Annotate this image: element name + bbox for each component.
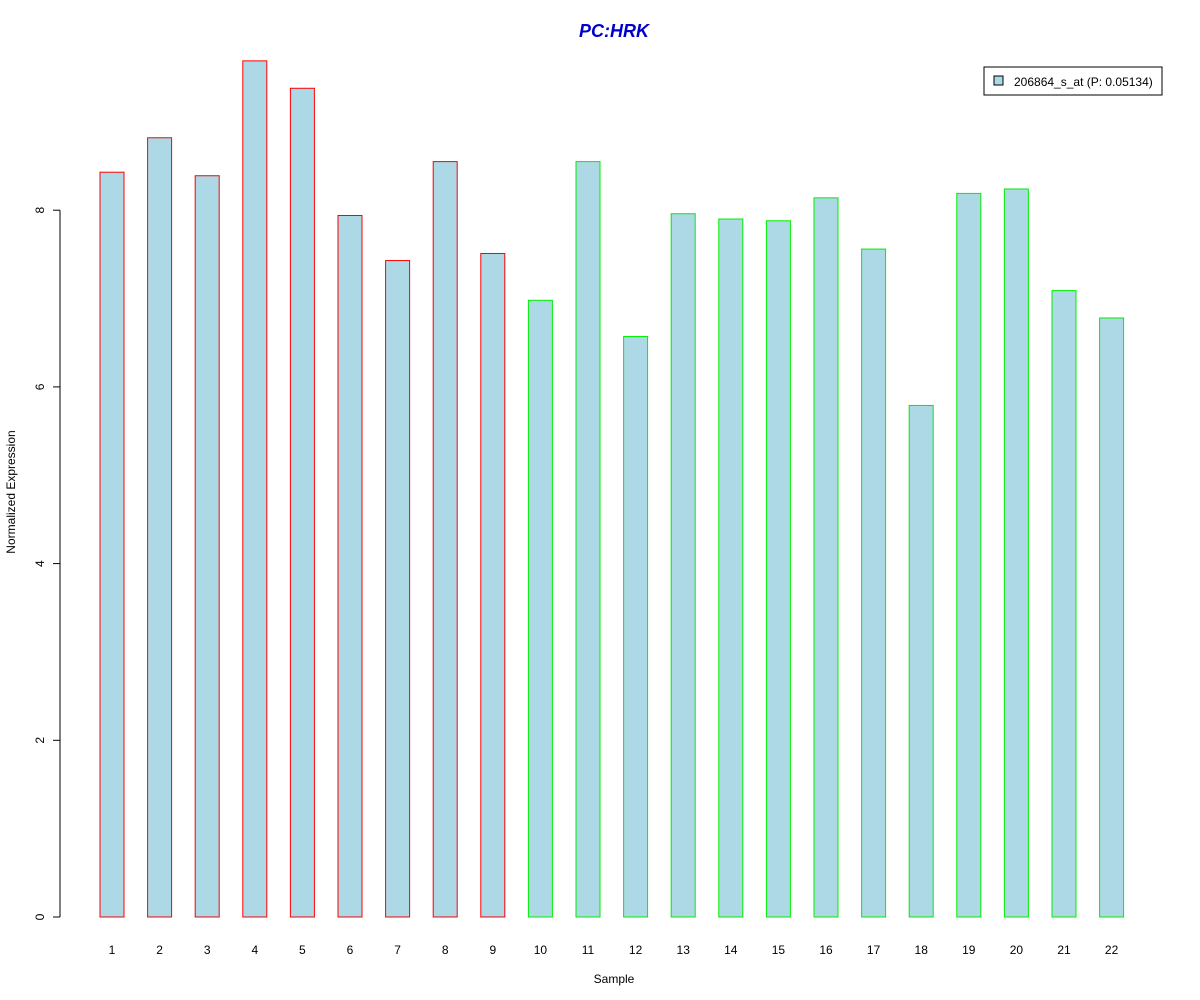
legend: 206864_s_at (P: 0.05134) [983,66,1163,96]
y-tick-label: 4 [33,560,47,567]
bar-sample-22 [1099,317,1125,918]
bar-sample-18 [908,404,934,918]
x-tick-label: 3 [204,943,211,957]
bar-sample-9 [480,252,506,918]
y-tick-label: 8 [33,207,47,214]
bar-sample-10 [527,299,553,918]
x-tick-label: 7 [394,943,401,957]
bar-sample-14 [718,218,744,918]
x-tick-label: 5 [299,943,306,957]
x-tick-label: 9 [489,943,496,957]
legend-label: 206864_s_at (P: 0.05134) [1014,75,1153,89]
x-tick-label: 22 [1105,943,1119,957]
bar-sample-15 [765,220,791,918]
bar-sample-19 [956,192,982,918]
bar-sample-7 [385,260,411,918]
bar-sample-2 [147,137,173,918]
y-axis-label: Normalized Expression [4,430,18,553]
x-tick-label: 15 [772,943,786,957]
legend-swatch [993,75,1004,86]
bars [99,60,1125,918]
bar-sample-11 [575,161,601,918]
x-tick-label: 1 [109,943,116,957]
bar-sample-20 [1003,188,1029,918]
x-tick-label: 10 [534,943,548,957]
y-tick-label: 0 [33,913,47,920]
bar-sample-8 [432,161,458,918]
bar-sample-3 [194,175,220,918]
x-tick-label: 11 [582,943,595,957]
bar-sample-1 [99,171,125,918]
bar-sample-12 [623,336,649,918]
bar-sample-21 [1051,290,1077,918]
chart-title: PC:HRK [579,21,651,41]
y-tick-label: 2 [33,737,47,744]
legend-box [983,66,1163,96]
x-tick-label: 6 [347,943,354,957]
x-axis-label: Sample [594,972,635,986]
y-axis: 0 2 4 6 8 [33,207,61,920]
bar-sample-16 [813,197,839,918]
x-tick-label: 4 [251,943,258,957]
x-tick-label: 17 [867,943,881,957]
x-tick-label: 18 [915,943,929,957]
x-axis-ticks: 1 2 3 4 5 6 7 8 9 10 11 12 13 14 15 16 17 18 19 20 21 22 [109,943,1119,957]
bar-sample-13 [670,213,696,918]
bar-sample-4 [242,60,268,918]
x-tick-label: 14 [724,943,738,957]
x-tick-label: 2 [156,943,163,957]
x-tick-label: 19 [962,943,976,957]
y-tick-label: 6 [33,383,47,390]
bar-sample-17 [861,248,887,918]
x-tick-label: 12 [629,943,643,957]
x-tick-label: 16 [819,943,833,957]
bar-sample-6 [337,214,363,918]
x-tick-label: 13 [677,943,691,957]
bar-sample-5 [289,87,315,918]
x-tick-label: 8 [442,943,449,957]
x-tick-label: 20 [1010,943,1024,957]
x-tick-label: 21 [1057,943,1071,957]
